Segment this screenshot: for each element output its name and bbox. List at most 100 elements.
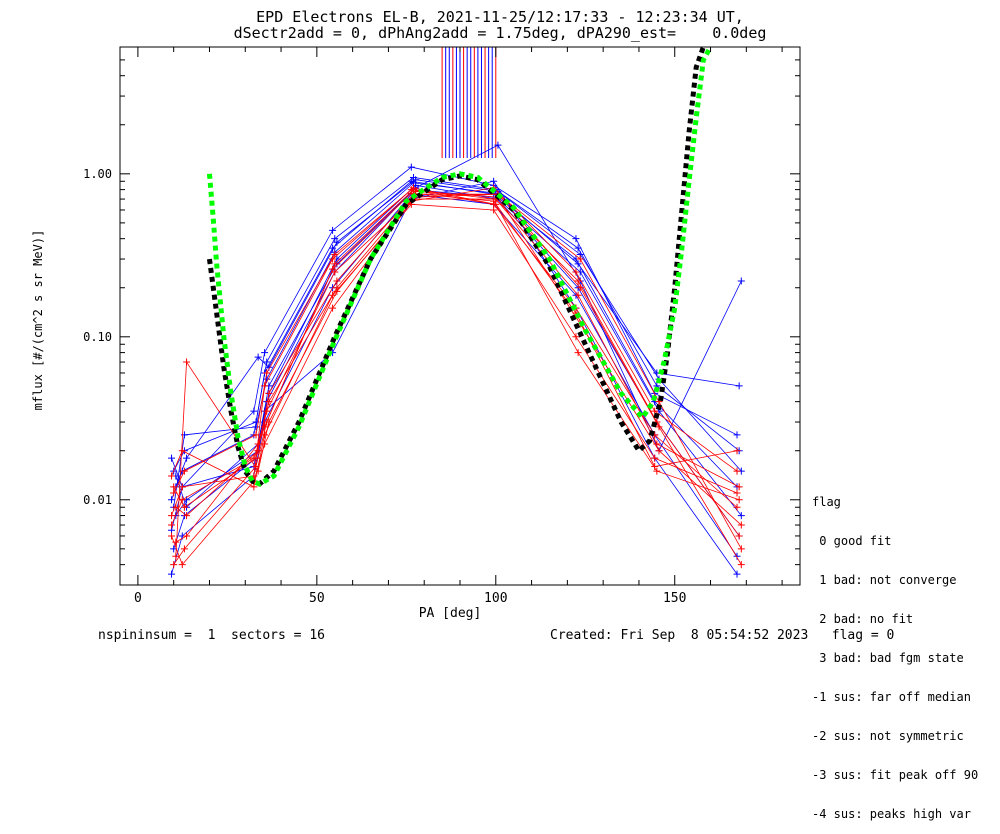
y-tick-label: 0.01 bbox=[83, 493, 112, 507]
blue-spin-point bbox=[168, 454, 176, 462]
blue-spin-point bbox=[254, 353, 262, 361]
axis-layer: 0 50 100 150 0.01 0.10 1.00 bbox=[83, 46, 800, 606]
series-layer bbox=[168, 47, 745, 578]
legend-item: 3 bad: bad fgm state bbox=[812, 651, 964, 665]
legend-item: -3 sus: fit peak off 90 bbox=[812, 768, 979, 782]
blue-spin-point bbox=[183, 454, 191, 462]
red-spin-point bbox=[574, 291, 582, 299]
red-spin-point bbox=[735, 532, 743, 540]
red-spin-point bbox=[170, 489, 178, 497]
blue-spin-point bbox=[250, 407, 258, 415]
red-spin-point bbox=[733, 489, 741, 497]
blue-spin-point bbox=[572, 235, 580, 243]
red-spin-line bbox=[171, 189, 738, 516]
red-spin-point bbox=[172, 552, 180, 560]
footer-spin-info: nspininsum = 1 sectors = 16 bbox=[98, 628, 325, 643]
red-spin-point bbox=[261, 423, 269, 431]
red-spin-point bbox=[329, 265, 337, 273]
blue-spin-line bbox=[171, 166, 738, 488]
red-spin-point bbox=[409, 184, 417, 192]
red-spin-point bbox=[329, 304, 337, 312]
y-tick-label: 1.00 bbox=[83, 167, 112, 181]
red-spin-point bbox=[263, 369, 271, 377]
red-spin-point bbox=[653, 467, 661, 475]
fit-curve-green bbox=[206, 47, 713, 487]
blue-spin-point bbox=[333, 238, 341, 246]
chart-plot: 0 50 100 150 0.01 0.10 1.00 bbox=[83, 46, 801, 606]
legend-item: 1 bad: not converge bbox=[812, 573, 957, 587]
blue-spin-point bbox=[331, 235, 339, 243]
red-spin-point bbox=[733, 503, 741, 511]
red-spin-point bbox=[183, 358, 191, 366]
red-spin-point bbox=[168, 532, 176, 540]
blue-spin-point bbox=[735, 382, 743, 390]
blue-spin-point bbox=[329, 226, 337, 234]
x-tick-label: 50 bbox=[309, 591, 325, 606]
legend-item: 2 bad: no fit bbox=[812, 612, 914, 626]
blue-spin-point bbox=[168, 496, 176, 504]
red-spin-point bbox=[572, 268, 580, 276]
x-tick-label: 150 bbox=[663, 591, 686, 606]
blue-spin-point bbox=[733, 431, 741, 439]
red-spin-line bbox=[175, 193, 742, 565]
red-spin-point bbox=[733, 467, 741, 475]
red-spin-point bbox=[735, 496, 743, 504]
red-spin-line bbox=[171, 192, 738, 526]
red-spin-point bbox=[183, 512, 191, 520]
blue-spin-point bbox=[263, 358, 271, 366]
red-spin-point bbox=[329, 255, 337, 263]
blue-spin-point bbox=[733, 570, 741, 578]
blue-spin-line bbox=[173, 177, 740, 472]
red-spin-point bbox=[178, 561, 186, 569]
red-spin-point bbox=[250, 454, 258, 462]
red-spin-point bbox=[735, 483, 743, 491]
legend-title: flag bbox=[812, 495, 841, 509]
x-tick-label: 100 bbox=[484, 591, 507, 606]
legend-item: -4 sus: peaks high var bbox=[812, 807, 971, 821]
red-spin-point bbox=[265, 389, 273, 397]
red-spin-point bbox=[574, 277, 582, 285]
red-spin-line bbox=[173, 189, 740, 565]
red-spin-point bbox=[170, 483, 178, 491]
red-spin-point bbox=[178, 496, 186, 504]
red-spin-point bbox=[180, 545, 188, 553]
red-spin-point bbox=[252, 431, 260, 439]
flag-legend: flag 0 good fit 1 bad: not converge 2 ba… bbox=[812, 470, 978, 834]
blue-spin-point bbox=[737, 512, 745, 520]
red-spin-point bbox=[655, 447, 663, 455]
blue-spin-point bbox=[574, 260, 582, 268]
x-axis-label: PA [deg] bbox=[418, 606, 482, 621]
red-spin-point bbox=[572, 333, 580, 341]
red-spin-point bbox=[178, 447, 186, 455]
red-spin-point bbox=[183, 532, 191, 540]
legend-item: -1 sus: far off median bbox=[812, 690, 971, 704]
red-spin-point bbox=[737, 521, 745, 529]
red-spin-point bbox=[733, 447, 741, 455]
red-spin-point bbox=[490, 197, 498, 205]
red-spin-point bbox=[254, 447, 262, 455]
red-spin-point bbox=[168, 472, 176, 480]
red-spin-point bbox=[168, 521, 176, 529]
red-spin-point bbox=[737, 545, 745, 553]
blue-spin-point bbox=[490, 177, 498, 185]
x-tick-label: 0 bbox=[134, 591, 142, 606]
red-spin-point bbox=[170, 561, 178, 569]
red-spin-point bbox=[265, 398, 273, 406]
red-spin-point bbox=[576, 284, 584, 292]
legend-item: 0 good fit bbox=[812, 534, 892, 548]
blue-spin-point bbox=[168, 570, 176, 578]
red-spin-point bbox=[333, 277, 341, 285]
blue-spin-point bbox=[407, 163, 415, 171]
blue-spin-point bbox=[494, 141, 502, 149]
red-spin-point bbox=[490, 206, 498, 214]
red-spin-line bbox=[171, 187, 738, 566]
blue-spin-point bbox=[252, 423, 260, 431]
red-spin-line bbox=[175, 190, 742, 526]
blue-spin-line bbox=[171, 180, 738, 575]
red-spin-point bbox=[331, 250, 339, 258]
red-spin-point bbox=[574, 349, 582, 357]
red-spin-point bbox=[737, 561, 745, 569]
blue-spin-line bbox=[171, 193, 738, 575]
blue-spin-line bbox=[175, 179, 742, 488]
red-spin-point bbox=[168, 512, 176, 520]
